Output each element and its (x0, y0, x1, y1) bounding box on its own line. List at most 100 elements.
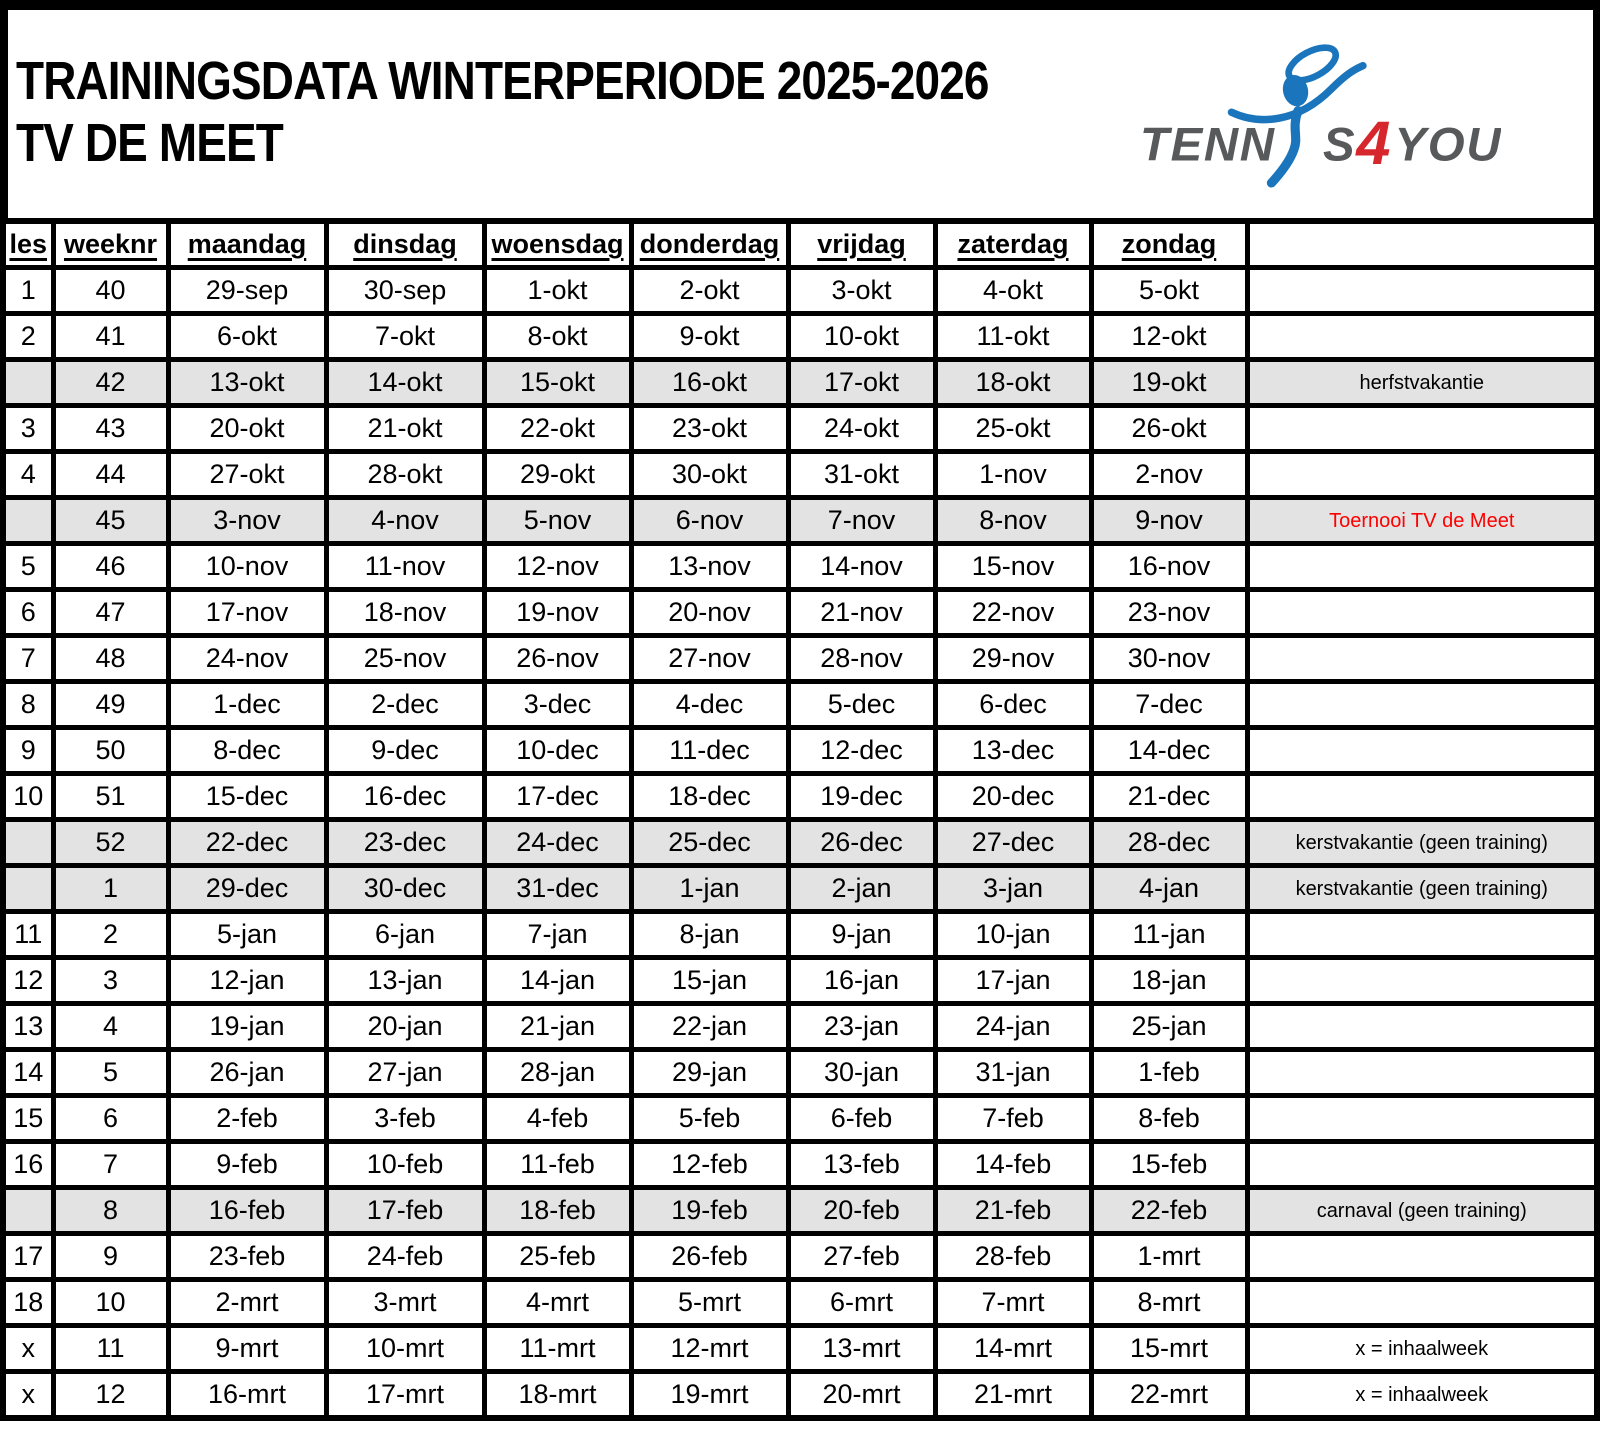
date-cell: 25-dec (628, 817, 791, 868)
date-cell: 5-nov (481, 495, 634, 546)
masthead: TRAININGSDATA WINTERPERIODE 2025-2026 TV… (0, 0, 1600, 218)
weeknr-cell: 9 (50, 1231, 171, 1282)
date-cell: 17-okt (785, 357, 938, 408)
col-header-dinsdag: dinsdag (323, 218, 487, 270)
schedule-row: 17 9 23-feb 24-feb 25-feb 26-feb 27-feb 28-feb 1… (0, 1231, 1600, 1282)
racket-icon (1285, 44, 1340, 84)
col-header-dinsdag-label: dinsdag (353, 229, 457, 259)
date-cell: 12-dec (785, 725, 938, 776)
title-line-2: TV DE MEET (16, 113, 284, 173)
date-cell: 24-dec (481, 817, 634, 868)
date-cell: 29-nov (932, 633, 1094, 684)
date-cell: 23-dec (323, 817, 487, 868)
col-header-zondag-label: zondag (1121, 229, 1217, 259)
date-cell: 9-okt (628, 311, 791, 362)
weeknr-cell: 6 (50, 1093, 171, 1144)
schedule-row: 1 40 29-sep 30-sep 1-okt 2-okt 3-okt 4-okt 5-okt (0, 265, 1600, 316)
schedule-row: 12 3 12-jan 13-jan 14-jan 15-jan 16-jan 17-jan 1… (0, 955, 1600, 1006)
date-cell: 14-okt (323, 357, 487, 408)
les-cell: 14 (0, 1047, 56, 1098)
date-cell: 31-jan (932, 1047, 1094, 1098)
date-cell: 7-jan (481, 909, 634, 960)
date-cell: 5-feb (628, 1093, 791, 1144)
note-cell: kerstvakantie (geen training) (1244, 863, 1600, 914)
note-cell (1244, 1139, 1600, 1190)
date-cell: 13-okt (165, 357, 329, 408)
les-cell: 10 (0, 771, 56, 822)
date-cell: 13-mrt (785, 1323, 938, 1374)
col-header-vrijdag-label: vrijdag (817, 229, 906, 259)
date-cell: 25-okt (932, 403, 1094, 454)
schedule-row: 11 2 5-jan 6-jan 7-jan 8-jan 9-jan 10-jan 11-jan (0, 909, 1600, 960)
les-cell: 8 (0, 679, 56, 730)
schedule-row: 3 43 20-okt 21-okt 22-okt 23-okt 24-okt 25-okt 2… (0, 403, 1600, 454)
weeknr-cell: 11 (50, 1323, 171, 1374)
date-cell: 9-dec (323, 725, 487, 776)
date-cell: 11-jan (1088, 909, 1250, 960)
date-cell: 21-okt (323, 403, 487, 454)
schedule-row: 16 7 9-feb 10-feb 11-feb 12-feb 13-feb 14-feb 15… (0, 1139, 1600, 1190)
date-cell: 17-mrt (323, 1369, 487, 1421)
date-cell: 26-okt (1088, 403, 1250, 454)
les-cell: x (0, 1369, 56, 1421)
date-cell: 5-dec (785, 679, 938, 730)
weeknr-cell: 10 (50, 1277, 171, 1328)
schedule-row: 13 4 19-jan 20-jan 21-jan 22-jan 23-jan 24-jan 2… (0, 1001, 1600, 1052)
date-cell: 22-nov (932, 587, 1094, 638)
note-cell (1244, 541, 1600, 592)
schedule-row: 4 44 27-okt 28-okt 29-okt 30-okt 31-okt 1-nov 2-… (0, 449, 1600, 500)
col-header-notes (1244, 218, 1600, 270)
date-cell: 6-feb (785, 1093, 938, 1144)
date-cell: 18-nov (323, 587, 487, 638)
date-cell: 28-feb (932, 1231, 1094, 1282)
date-cell: 2-nov (1088, 449, 1250, 500)
date-cell: 14-feb (932, 1139, 1094, 1190)
weeknr-cell: 47 (50, 587, 171, 638)
logo-text-you: YOU (1395, 119, 1501, 172)
date-cell: 21-dec (1088, 771, 1250, 822)
note-cell: kerstvakantie (geen training) (1244, 817, 1600, 868)
schedule-row: 6 47 17-nov 18-nov 19-nov 20-nov 21-nov 22-nov 2… (0, 587, 1600, 638)
date-cell: 20-jan (323, 1001, 487, 1052)
date-cell: 23-nov (1088, 587, 1250, 638)
date-cell: 27-okt (165, 449, 329, 500)
note-cell (1244, 1231, 1600, 1282)
date-cell: 18-dec (628, 771, 791, 822)
date-cell: 8-dec (165, 725, 329, 776)
col-header-woensdag: woensdag (481, 218, 634, 270)
date-cell: 8-mrt (1088, 1277, 1250, 1328)
weeknr-cell: 4 (50, 1001, 171, 1052)
date-cell: 9-jan (785, 909, 938, 960)
weeknr-cell: 50 (50, 725, 171, 776)
date-cell: 11-okt (932, 311, 1094, 362)
les-cell: 13 (0, 1001, 56, 1052)
les-cell: 16 (0, 1139, 56, 1190)
date-cell: 4-okt (932, 265, 1094, 316)
les-cell: 2 (0, 311, 56, 362)
date-cell: 12-okt (1088, 311, 1250, 362)
date-cell: 30-sep (323, 265, 487, 316)
schedule-row: 1 29-dec 30-dec 31-dec 1-jan 2-jan 3-jan 4-jan k… (0, 863, 1600, 914)
date-cell: 15-okt (481, 357, 634, 408)
schedule-row: 2 41 6-okt 7-okt 8-okt 9-okt 10-okt 11-okt 12-ok… (0, 311, 1600, 362)
date-cell: 18-feb (481, 1185, 634, 1236)
date-cell: 14-jan (481, 955, 634, 1006)
col-header-weeknr: weeknr (50, 218, 171, 270)
date-cell: 14-nov (785, 541, 938, 592)
date-cell: 17-dec (481, 771, 634, 822)
col-header-zaterdag: zaterdag (932, 218, 1094, 270)
les-cell: 11 (0, 909, 56, 960)
document-title: TRAININGSDATA WINTERPERIODE 2025-2026 TV… (16, 50, 1160, 174)
date-cell: 15-jan (628, 955, 791, 1006)
date-cell: 8-feb (1088, 1093, 1250, 1144)
date-cell: 23-feb (165, 1231, 329, 1282)
date-cell: 30-dec (323, 863, 487, 914)
logo-text-4: 4 (1354, 109, 1390, 178)
logo-text-tenn: TENN (1140, 119, 1276, 172)
date-cell: 25-nov (323, 633, 487, 684)
date-cell: 29-okt (481, 449, 634, 500)
les-cell (0, 357, 56, 408)
date-cell: 16-dec (323, 771, 487, 822)
note-cell (1244, 725, 1600, 776)
